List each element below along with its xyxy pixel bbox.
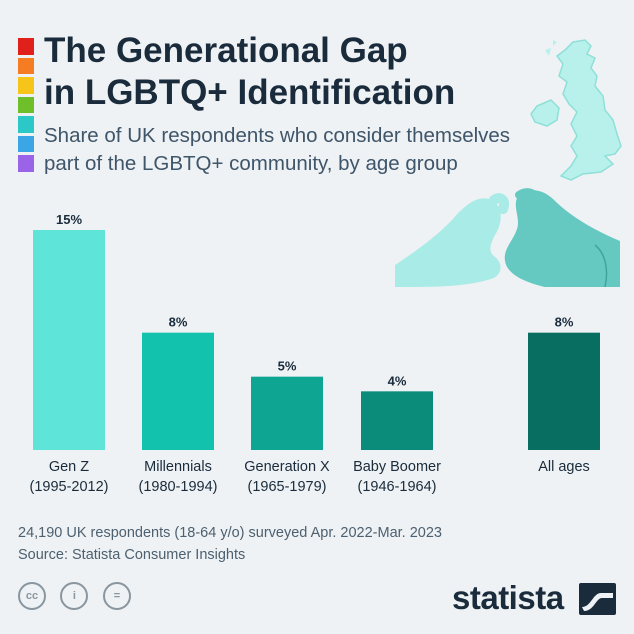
data-label-millennials: 8%: [169, 315, 188, 330]
attribution-icon[interactable]: i: [60, 582, 89, 610]
category-label-millennials: Millennials: [144, 459, 212, 475]
subtitle-line-2: part of the LGBTQ+ community, by age gro…: [44, 152, 458, 175]
category-range-millennials: (1980-1994): [139, 479, 218, 495]
data-label-gen-z: 15%: [56, 212, 82, 227]
license-icons: cc i =: [18, 582, 141, 612]
bar-chart: 15% Gen Z (1995-2012) 8% Millennials (1980-19…: [30, 212, 600, 495]
footer-note: 24,190 UK respondents (18-64 y/o) survey…: [18, 522, 442, 566]
rainbow-swatch-yellow: [18, 77, 34, 94]
heart-hands-icon: [395, 188, 620, 288]
category-label-all-ages: All ages: [538, 459, 590, 475]
rainbow-swatch-green: [18, 96, 34, 113]
category-label-gen-z: Gen Z: [49, 459, 89, 475]
bar-baby-boomer: [361, 391, 433, 450]
category-range-generation-x: (1965-1979): [248, 479, 327, 495]
bar-generation-x: [251, 376, 323, 450]
statista-logo-text: statista: [452, 579, 564, 616]
rainbow-color-bar: [18, 38, 34, 175]
creative-commons-icon[interactable]: cc: [18, 582, 46, 610]
uk-map-icon: [530, 39, 622, 181]
bar-millennials: [142, 332, 214, 450]
rainbow-swatch-purple: [18, 155, 34, 172]
bar-all-ages: [528, 332, 600, 450]
subtitle-line-1: Share of UK respondents who consider the…: [44, 124, 511, 147]
category-label-generation-x: Generation X: [244, 459, 330, 475]
chart-subtitle: Share of UK respondents who consider the…: [44, 122, 544, 178]
category-range-baby-boomer: (1946-1964): [358, 479, 437, 495]
source-note: Source: Statista Consumer Insights: [18, 547, 246, 563]
title-line-1: The Generational Gap: [44, 31, 408, 70]
data-label-generation-x: 5%: [278, 359, 297, 374]
data-label-all-ages: 8%: [555, 315, 574, 330]
statista-mark-icon: [579, 583, 616, 615]
bar-gen-z: [33, 230, 105, 450]
chart-title: The Generational Gap in LGBTQ+ Identific…: [44, 30, 514, 114]
rainbow-swatch-teal: [18, 116, 34, 133]
title-line-2: in LGBTQ+ Identification: [44, 73, 456, 112]
no-derivatives-icon[interactable]: =: [102, 582, 131, 610]
survey-note: 24,190 UK respondents (18-64 y/o) survey…: [18, 525, 442, 541]
rainbow-swatch-blue: [18, 135, 34, 152]
category-label-baby-boomer: Baby Boomer: [353, 459, 441, 475]
rainbow-swatch-orange: [18, 57, 34, 74]
category-range-gen-z: (1995-2012): [30, 479, 109, 495]
data-label-baby-boomer: 4%: [388, 373, 407, 388]
rainbow-swatch-red: [18, 38, 34, 55]
